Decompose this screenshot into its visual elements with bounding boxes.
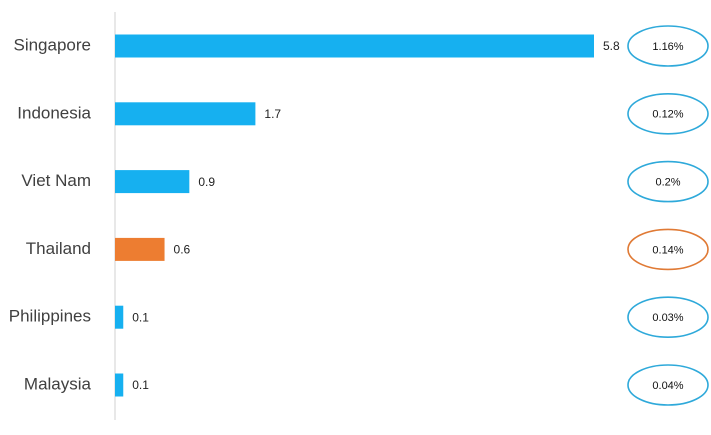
data-label: 0.1 (132, 310, 149, 324)
category-label: Singapore (13, 35, 91, 54)
annotation-label: 0.14% (652, 244, 683, 256)
annotation-ellipse (627, 364, 709, 406)
data-label: 0.9 (198, 175, 215, 189)
bar (115, 170, 190, 194)
data-label: 1.7 (264, 107, 281, 121)
annotation-label: 0.2% (655, 177, 680, 189)
category-label: Indonesia (17, 103, 91, 122)
data-label: 5.8 (603, 39, 620, 53)
data-label: 0.6 (174, 243, 191, 257)
bar (115, 102, 256, 126)
bar (115, 305, 124, 329)
annotation-label: 0.03% (652, 312, 683, 324)
category-label: Malaysia (24, 374, 92, 393)
data-label: 0.1 (132, 378, 149, 392)
category-label: Thailand (26, 239, 91, 258)
category-label: Viet Nam (21, 171, 91, 190)
bar (115, 34, 594, 58)
annotation-ellipse (627, 160, 709, 203)
category-label: Philippines (9, 307, 91, 326)
bar (115, 237, 165, 261)
annotation-ellipse (627, 25, 709, 67)
annotation-ellipse (627, 93, 709, 135)
annotation-ellipse (627, 228, 709, 271)
bar (115, 373, 124, 397)
annotation-label: 0.04% (652, 380, 683, 392)
annotation-ellipse (627, 296, 709, 339)
annotation-label: 0.12% (652, 109, 683, 121)
annotation-label: 1.16% (652, 41, 683, 53)
